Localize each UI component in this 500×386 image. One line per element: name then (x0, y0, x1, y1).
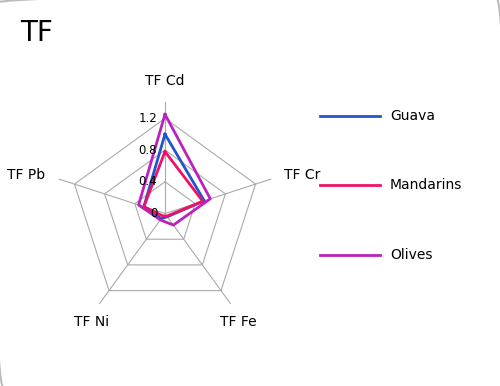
Text: TF Cd: TF Cd (145, 74, 185, 88)
Text: TF Pb: TF Pb (8, 168, 46, 182)
Text: 1.2: 1.2 (138, 112, 157, 125)
Text: Guava: Guava (390, 109, 435, 123)
Text: TF Fe: TF Fe (220, 315, 257, 329)
Text: TF Cr: TF Cr (284, 168, 321, 182)
Text: Olives: Olives (390, 248, 432, 262)
Text: Mandarins: Mandarins (390, 178, 462, 192)
Text: 0.8: 0.8 (138, 144, 157, 157)
Text: TF: TF (20, 19, 53, 47)
Text: 0.4: 0.4 (138, 175, 157, 188)
Text: 0: 0 (150, 207, 157, 220)
Text: TF Ni: TF Ni (74, 315, 109, 329)
